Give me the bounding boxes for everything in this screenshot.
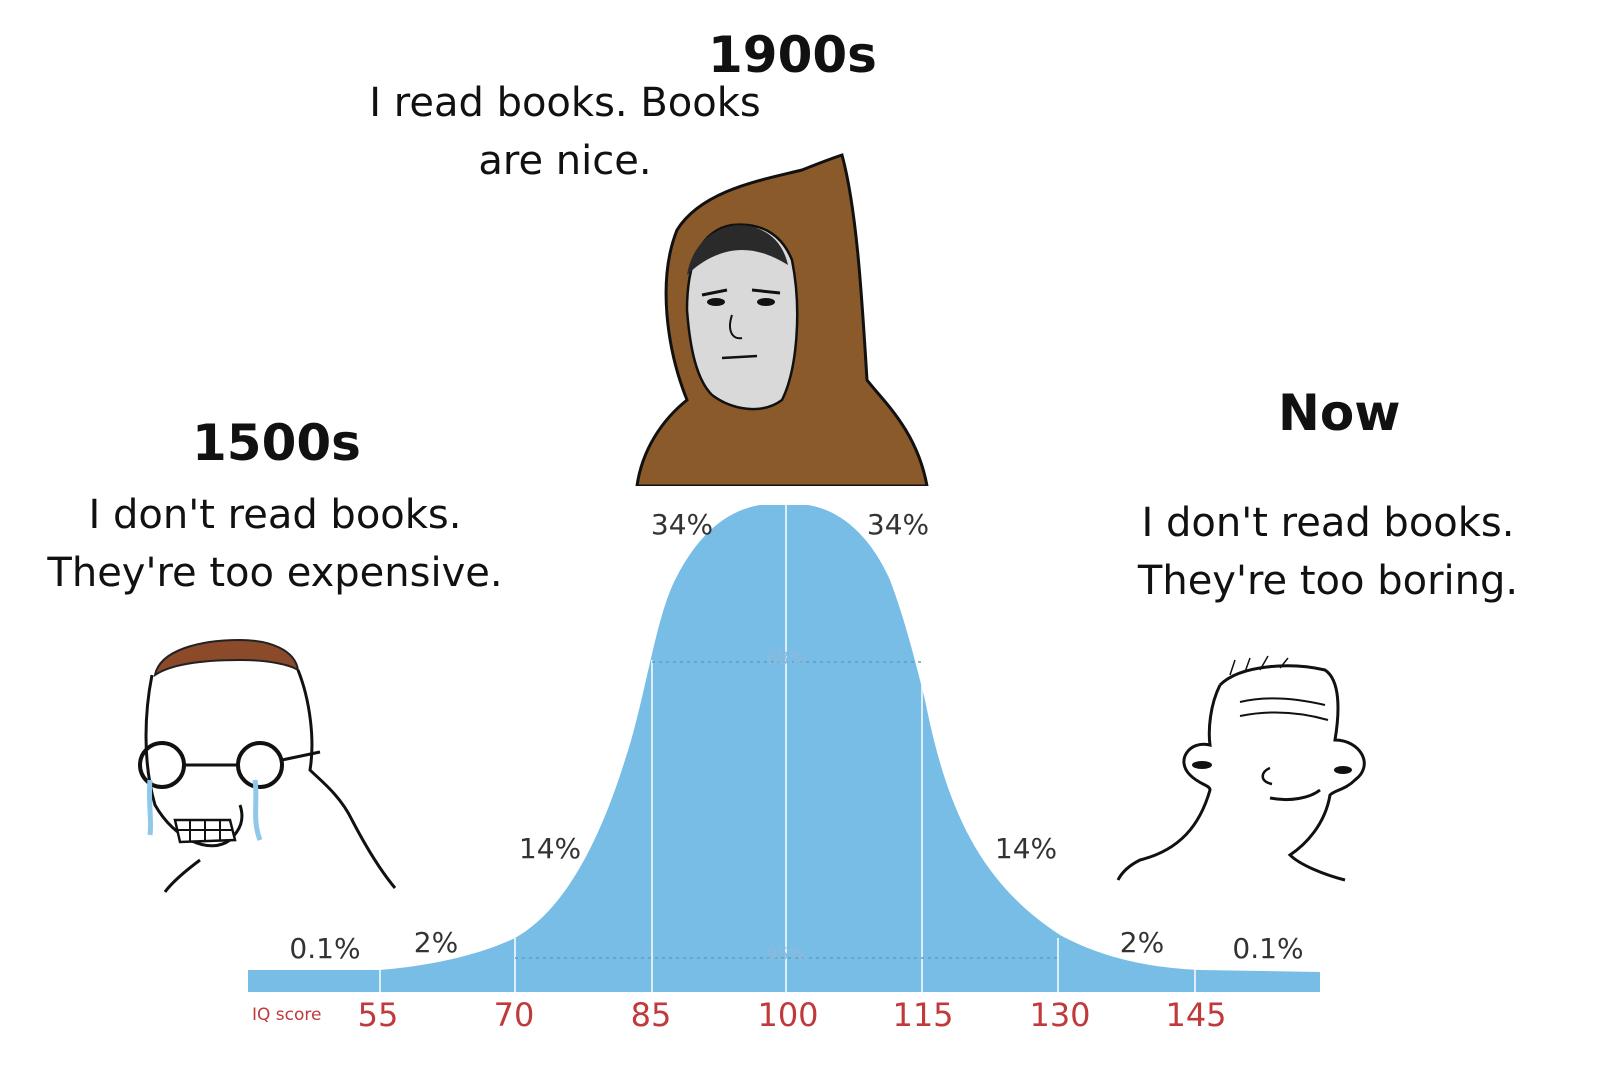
tick-100: 100	[757, 996, 818, 1034]
right-era-title: Now	[1278, 384, 1401, 442]
hooded-wojak-icon	[635, 153, 929, 486]
right-quote-line2: They're too boring.	[1137, 558, 1519, 604]
pct-left-14: 14%	[519, 832, 581, 865]
middle-quote-line2: are nice.	[478, 138, 652, 184]
tick-145: 145	[1165, 996, 1226, 1034]
tick-85: 85	[631, 996, 672, 1034]
smug-wojak-icon	[1116, 655, 1366, 882]
pct-far-right: 0.1%	[1232, 932, 1303, 965]
left-quote: I don't read books. They're too expensiv…	[40, 486, 510, 602]
middle-quote-line1: I read books. Books	[369, 80, 761, 126]
axis-label: IQ score	[252, 1005, 321, 1025]
dotted-guides	[515, 661, 1058, 959]
pct-right-34: 34%	[867, 508, 929, 541]
left-quote-line2: They're too expensive.	[47, 550, 503, 596]
pct-left-34: 34%	[651, 508, 713, 541]
tick-70: 70	[494, 996, 535, 1034]
middle-quote: I read books. Books are nice.	[330, 74, 800, 190]
pct-right-2: 2%	[1120, 926, 1164, 959]
tick-115: 115	[892, 996, 953, 1034]
middle-era-title: 1900s	[708, 26, 877, 84]
pct-left-2: 2%	[414, 926, 458, 959]
crying-nerd-wojak-icon	[138, 638, 397, 893]
left-quote-line1: I don't read books.	[88, 492, 462, 538]
center-95-label: 95%	[766, 944, 806, 965]
left-era-title: 1500s	[192, 414, 361, 472]
curve-separators	[379, 505, 1196, 992]
right-quote-line1: I don't read books.	[1141, 500, 1515, 546]
pct-right-14: 14%	[995, 832, 1057, 865]
curve-fill	[248, 505, 1320, 992]
tick-55: 55	[358, 996, 399, 1034]
tick-130: 130	[1029, 996, 1090, 1034]
right-quote: I don't read books. They're too boring.	[1108, 494, 1548, 610]
center-68-label: 68%	[766, 648, 806, 669]
pct-far-left: 0.1%	[289, 932, 360, 965]
